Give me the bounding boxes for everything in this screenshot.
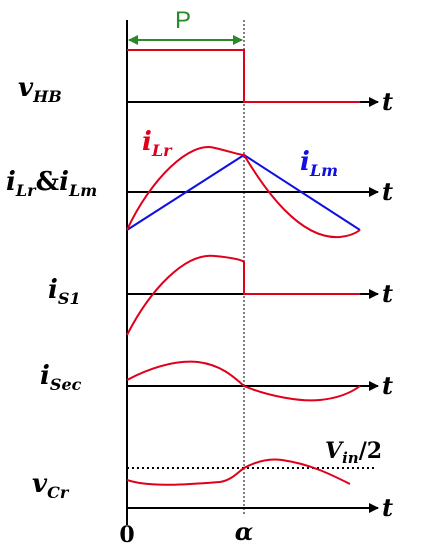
label-part: Lr — [15, 181, 37, 200]
vcr-wave — [126, 458, 351, 486]
label-part: & — [36, 167, 59, 197]
label-part: i — [300, 147, 310, 177]
label-part: i — [142, 127, 152, 157]
origin-label: 0 — [119, 522, 134, 548]
ilr-wave — [126, 145, 361, 239]
period-label: P — [175, 7, 191, 34]
ilr-curve-label: iLr — [142, 127, 173, 160]
label-part: Lm — [68, 181, 97, 200]
vcr-label: vCr — [32, 469, 70, 502]
t-label: t — [382, 279, 393, 308]
label-part: Cr — [47, 483, 70, 502]
label-part: i — [59, 167, 69, 197]
t-label: t — [382, 371, 393, 400]
label-part: Lm — [309, 161, 338, 180]
vhb-wave — [127, 49, 360, 103]
t-label: t — [382, 87, 393, 116]
label-part: in — [342, 449, 359, 467]
t-label: t — [382, 177, 393, 206]
label-part: v — [32, 469, 48, 499]
label-part: i — [6, 167, 16, 197]
label-part: i — [48, 275, 58, 305]
label-part: /2 — [359, 438, 382, 464]
isec-label: iSec — [40, 361, 82, 394]
is1-wave — [126, 254, 360, 336]
isec-wave — [126, 360, 361, 402]
ilm-curve-label: iLm — [300, 147, 338, 180]
t-label: t — [382, 493, 393, 522]
vin-half-label: Vin/2 — [325, 438, 382, 467]
label-part: V — [325, 438, 344, 464]
vhb-label: vHB — [18, 73, 62, 106]
label-part: S1 — [58, 289, 81, 308]
label-part: Sec — [50, 375, 82, 394]
label-part: i — [40, 361, 50, 391]
alpha-label: α — [235, 517, 253, 546]
ilr-ilm-label: iLr&iLm — [6, 167, 97, 200]
label-part: v — [18, 73, 34, 103]
label-part: Lr — [151, 141, 173, 160]
label-part: HB — [32, 87, 62, 106]
is1-label: iS1 — [48, 275, 81, 308]
